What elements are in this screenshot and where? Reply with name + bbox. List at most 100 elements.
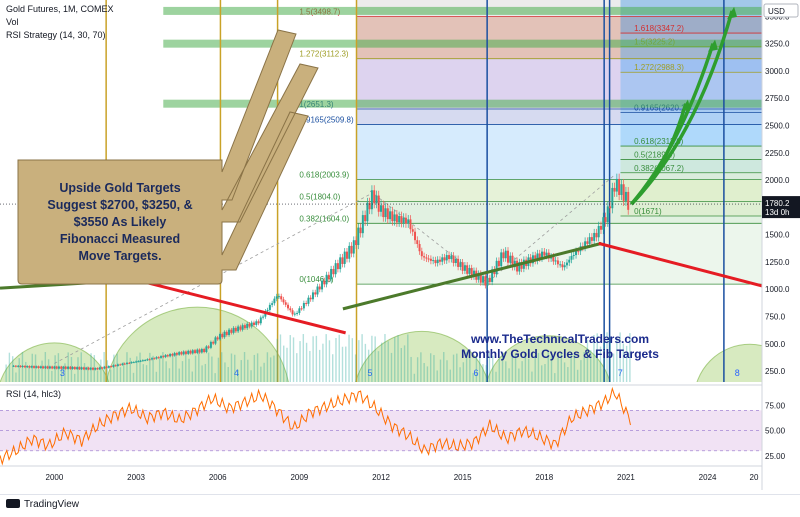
- candle-body: [305, 303, 308, 305]
- volume-bar: [175, 354, 177, 382]
- candle-body: [509, 255, 512, 263]
- volume-bar: [498, 358, 500, 382]
- volume-bar: [429, 353, 432, 382]
- rsi-tick-label: 50.00: [765, 427, 786, 436]
- volume-bar: [299, 341, 301, 382]
- y-tick-label: 1500.0: [765, 231, 790, 240]
- candle-body: [538, 253, 541, 259]
- candle-body: [507, 250, 509, 263]
- volume-bar: [240, 360, 242, 382]
- target-bar-2: [163, 6, 762, 15]
- volume-bar: [155, 371, 158, 382]
- candle-body: [615, 178, 618, 192]
- volume-bar: [260, 366, 262, 382]
- candle-body: [62, 366, 65, 369]
- volume-bar: [168, 368, 171, 382]
- volume-bar: [165, 361, 167, 382]
- price-tag: [762, 196, 800, 219]
- volume-bar: [599, 346, 602, 382]
- candle-body: [409, 219, 412, 230]
- candle-body: [302, 303, 305, 309]
- volume-bar: [534, 355, 536, 382]
- candle-body: [150, 358, 153, 360]
- volume-bar: [354, 354, 357, 382]
- candle-body: [94, 368, 97, 370]
- candle-body: [80, 367, 83, 370]
- candle-body: [76, 367, 79, 370]
- candle-body: [148, 359, 151, 361]
- candle-body: [289, 308, 292, 311]
- volume-bar: [361, 334, 363, 382]
- volume-bar: [237, 369, 239, 382]
- candle-body: [101, 367, 104, 369]
- volume-bar: [390, 352, 393, 382]
- volume-bar: [83, 363, 86, 382]
- volume-bar: [113, 354, 115, 382]
- volume-bar: [25, 361, 27, 382]
- volume-bar: [580, 360, 582, 382]
- candle-body: [307, 297, 310, 304]
- candle-body: [291, 310, 294, 315]
- candle-body: [386, 208, 389, 220]
- volume-bar: [338, 334, 340, 382]
- candle-body: [230, 329, 233, 333]
- volume-bar: [394, 337, 396, 382]
- fib-label: 0.5(1804.0): [299, 192, 340, 201]
- candle-body: [28, 366, 31, 368]
- candle-body: [277, 296, 280, 298]
- volume-bar: [60, 366, 63, 382]
- candle-body: [452, 255, 455, 264]
- candle-body: [336, 263, 339, 270]
- candle-body: [368, 202, 371, 210]
- projection-arrow-2: [630, 10, 734, 206]
- candle-body: [82, 367, 85, 370]
- candle-body: [200, 348, 203, 353]
- candle-body: [325, 274, 328, 285]
- volume-bar: [15, 372, 17, 382]
- rsi-pane: [0, 384, 800, 466]
- candle-body: [552, 256, 555, 262]
- candle-body: [463, 265, 466, 271]
- candle-body: [55, 366, 58, 369]
- candle-body: [182, 351, 185, 355]
- volume-bar: [586, 339, 589, 382]
- candle-body: [393, 214, 396, 222]
- volume-bar: [416, 357, 419, 382]
- candle-body: [477, 273, 480, 280]
- candle-body: [207, 346, 210, 348]
- candle-body: [57, 366, 60, 369]
- candle-body: [180, 352, 183, 355]
- candle-body: [198, 349, 201, 353]
- callout-line: Move Targets.: [78, 249, 161, 263]
- candle-body: [48, 366, 51, 369]
- volume-bar: [609, 337, 611, 382]
- candle-body: [491, 269, 494, 282]
- candle-body: [253, 322, 255, 325]
- volume-bar: [207, 352, 210, 382]
- volume-bar: [158, 358, 161, 382]
- volume-bar: [443, 352, 445, 382]
- volume-bar: [603, 342, 605, 382]
- price-pane: 0(1046.6)0.382(1604.0)0.5(1804.0)0.618(2…: [0, 0, 762, 382]
- tradingview-logo[interactable]: TradingView: [6, 499, 79, 510]
- candle-body: [427, 258, 430, 260]
- volume-bar: [501, 352, 504, 382]
- candle-body: [497, 260, 500, 267]
- volume-bar: [345, 346, 347, 382]
- volume-bar: [570, 353, 572, 382]
- candle-body: [130, 362, 133, 364]
- volume-bar: [253, 354, 256, 382]
- volume-bar: [488, 352, 491, 382]
- candle-body: [271, 303, 274, 305]
- arrow-head-2: [727, 6, 738, 19]
- cycle-label: 8: [735, 368, 740, 378]
- volume-bar: [325, 334, 327, 382]
- y-tick-label: 1000.0: [765, 285, 790, 294]
- volume-bar: [123, 362, 125, 382]
- volume-bar: [452, 354, 455, 382]
- rsi-label: RSI (14, hlc3): [6, 389, 62, 399]
- candle-body: [438, 259, 441, 262]
- volume-bar: [201, 365, 203, 382]
- overlay: Upside Gold Targets Suggest $2700, $3250,…: [17, 29, 659, 361]
- volume-bar: [629, 333, 631, 382]
